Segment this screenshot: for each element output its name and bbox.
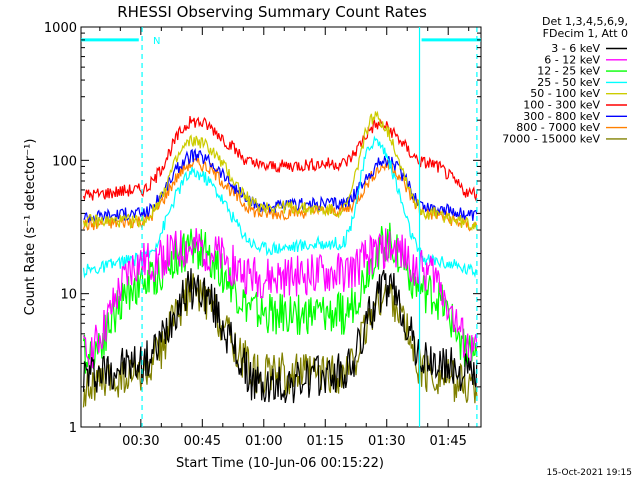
y-tick-label: 1000 — [44, 21, 77, 36]
legend-label: 7000 - 15000 keV — [502, 132, 600, 145]
x-axis-ticks: 00:30 00:45 01:00 01:15 01:30 01:45 — [99, 27, 470, 449]
legend-label: 12 - 25 keV — [537, 65, 600, 78]
series-line — [82, 116, 478, 203]
x-tick-label: 01:00 — [245, 434, 282, 449]
overlay-layer: N — [81, 27, 481, 427]
legend: Det 1,3,4,5,6,9,FDecim 1, Att 0 3 - 6 keV… — [502, 15, 628, 145]
x-tick-label: 00:45 — [184, 434, 221, 449]
legend-header-line: FDecim 1, Att 0 — [543, 27, 628, 40]
x-tick-label: 01:15 — [307, 434, 344, 449]
series-layer — [82, 110, 478, 408]
legend-header-line: Det 1,3,4,5,6,9, — [542, 15, 628, 28]
plot-frame — [80, 26, 482, 428]
series-line — [82, 157, 478, 232]
y-tick-label: 10 — [60, 288, 77, 303]
x-tick-label: 00:30 — [122, 434, 159, 449]
y-tick-label: 1 — [69, 421, 77, 436]
y-axis-label: Count Rate (s⁻¹ detector⁻¹) — [23, 139, 38, 316]
legend-label: 800 - 7000 keV — [516, 121, 600, 134]
annotation-label: N — [153, 36, 160, 47]
series-line — [82, 222, 478, 374]
legend-label: 3 - 6 keV — [551, 42, 600, 55]
y-tick-label: 100 — [52, 154, 77, 169]
legend-label: 25 - 50 keV — [537, 76, 600, 89]
x-tick-label: 01:45 — [429, 434, 466, 449]
timestamp: 15-Oct-2021 19:15 — [547, 468, 632, 478]
series-line — [82, 228, 478, 373]
series-line — [82, 110, 478, 231]
x-axis-label: Start Time (10-Jun-06 00:15:22) — [176, 456, 384, 471]
x-tick-label: 01:30 — [368, 434, 405, 449]
plot-area: N — [80, 26, 482, 428]
legend-label: 300 - 800 keV — [523, 110, 600, 123]
legend-label: 100 - 300 keV — [523, 99, 600, 112]
y-axis-ticks: 1 10 100 1000 — [44, 21, 481, 436]
series-line — [82, 268, 478, 404]
legend-label: 6 - 12 keV — [544, 53, 600, 66]
chart-title: RHESSI Observing Summary Count Rates — [117, 3, 427, 21]
legend-label: 50 - 100 keV — [530, 87, 600, 100]
